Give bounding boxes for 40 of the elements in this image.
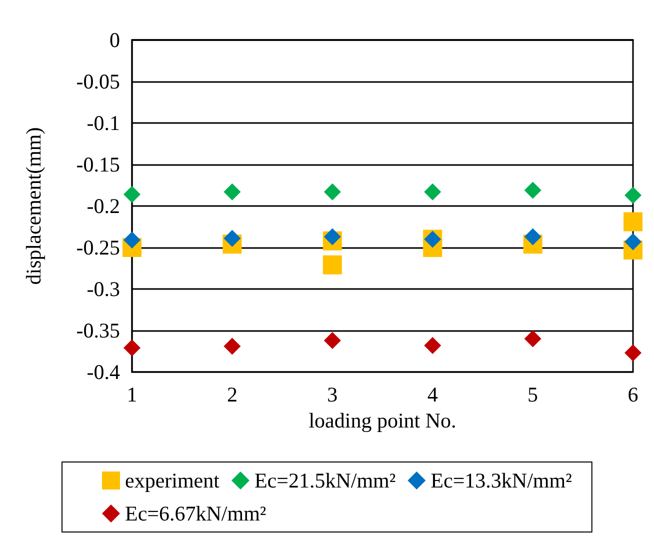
point bbox=[624, 186, 642, 204]
y-tick-label: 0 bbox=[110, 28, 120, 52]
legend-label: Ec=21.5kN/mm² bbox=[254, 468, 396, 492]
legend-label: Ec=13.3kN/mm² bbox=[430, 468, 572, 492]
y-tick-label: -0.05 bbox=[76, 70, 120, 94]
point bbox=[324, 183, 341, 200]
point bbox=[624, 344, 642, 362]
point bbox=[424, 183, 442, 200]
y-tick-label: -0.3 bbox=[86, 277, 120, 301]
point bbox=[524, 182, 542, 199]
point bbox=[224, 338, 241, 355]
x-tick-label: 5 bbox=[528, 382, 538, 406]
y-tick-label: -0.15 bbox=[76, 152, 120, 176]
point bbox=[524, 330, 542, 348]
x-tick-label: 2 bbox=[226, 382, 238, 406]
point bbox=[322, 255, 342, 274]
y-tick-label: -0.25 bbox=[76, 236, 120, 260]
legend-label: experiment bbox=[125, 468, 220, 492]
point bbox=[124, 232, 140, 249]
y-tick-label: -0.1 bbox=[86, 111, 120, 135]
x-axis-title: loading point No. bbox=[308, 408, 456, 432]
y-tick-label: -0.2 bbox=[86, 194, 120, 218]
point bbox=[324, 228, 341, 246]
y-tick-label: -0.4 bbox=[86, 360, 120, 384]
point bbox=[324, 332, 341, 349]
point bbox=[124, 339, 140, 356]
point bbox=[224, 183, 241, 200]
point bbox=[624, 212, 642, 232]
point bbox=[124, 186, 140, 203]
point bbox=[624, 233, 642, 250]
y-tick-label: -0.35 bbox=[76, 318, 120, 342]
legend-label: Ec=6.67kN/mm² bbox=[125, 502, 266, 526]
x-tick-label: 1 bbox=[126, 382, 138, 406]
point bbox=[424, 336, 442, 354]
x-tick-label: 4 bbox=[427, 382, 438, 406]
point bbox=[524, 228, 542, 246]
y-axis-title: displacement(mm) bbox=[22, 127, 46, 285]
x-tick-label: 3 bbox=[327, 382, 338, 406]
point bbox=[224, 230, 241, 247]
x-tick-label: 6 bbox=[628, 382, 638, 406]
